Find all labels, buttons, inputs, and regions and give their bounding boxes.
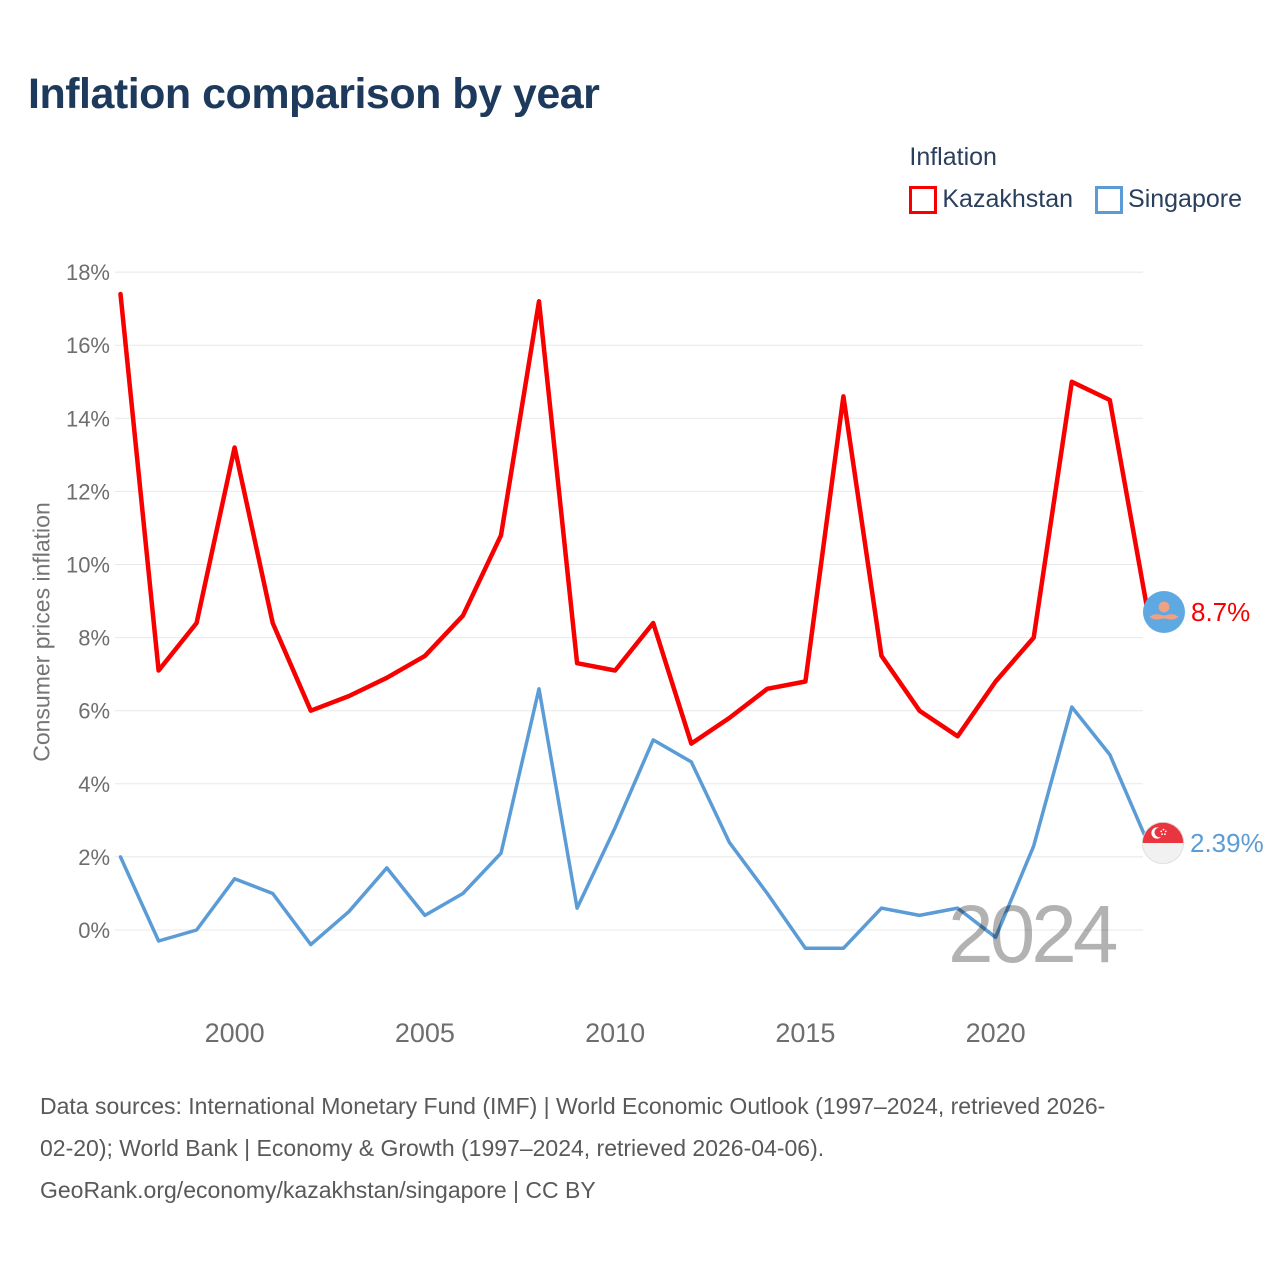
y-tick-label: 4% xyxy=(78,772,110,797)
legend-label-singapore: Singapore xyxy=(1128,185,1242,213)
legend: Inflation Kazakhstan Singapore xyxy=(909,143,1242,214)
legend-title: Inflation xyxy=(909,143,997,171)
legend-label-kazakhstan: Kazakhstan xyxy=(942,185,1074,213)
singapore-end-label: 2.39% xyxy=(1141,821,1264,865)
y-tick-label: 8% xyxy=(78,626,110,651)
y-tick-label: 14% xyxy=(66,406,110,431)
singapore-swatch-icon xyxy=(1095,185,1124,214)
kazakhstan-end-label: 8.7% xyxy=(1143,591,1250,633)
y-tick-label: 16% xyxy=(66,333,110,358)
x-tick-label: 2000 xyxy=(205,1018,265,1048)
x-tick-label: 2005 xyxy=(395,1018,455,1048)
y-tick-label: 6% xyxy=(78,699,110,724)
page-title: Inflation comparison by year xyxy=(28,70,600,118)
series-line-kazakhstan xyxy=(118,291,1151,746)
y-tick-label: 10% xyxy=(66,553,110,578)
y-tick-label: 18% xyxy=(66,260,110,285)
series-line-singapore xyxy=(118,687,1150,951)
footer-sources-line-2: 02-20); World Bank | Economy & Growth (1… xyxy=(40,1135,825,1161)
singapore-value-label: 2.39% xyxy=(1190,827,1264,858)
legend-items: Kazakhstan Singapore xyxy=(909,185,1242,214)
x-tick-label: 2015 xyxy=(775,1018,835,1048)
singapore-flag-icon xyxy=(1141,821,1185,865)
x-tick-label: 2020 xyxy=(966,1018,1026,1048)
kazakhstan-flag-icon xyxy=(1143,591,1185,633)
line-chart: 18% 16% 14% 12% 10% 8% 6% 4% 2% 0% 2000 2005 2010 201… xyxy=(66,260,1151,1048)
y-tick-label: 0% xyxy=(78,918,110,943)
footer-attribution: GeoRank.org/economy/kazakhstan/singapore… xyxy=(40,1177,596,1203)
y-tick-label: 2% xyxy=(78,845,110,870)
watermark-year: 2024 xyxy=(948,889,1118,980)
kazakhstan-swatch-icon xyxy=(909,185,938,214)
x-tick-label: 2010 xyxy=(585,1018,645,1048)
legend-item-singapore: Singapore xyxy=(1095,185,1242,214)
legend-item-kazakhstan: Kazakhstan xyxy=(909,185,1073,214)
footer: Data sources: International Monetary Fun… xyxy=(40,1085,1250,1211)
y-tick-label: 12% xyxy=(66,479,110,504)
kazakhstan-value-label: 8.7% xyxy=(1191,596,1251,627)
footer-sources-line-1: Data sources: International Monetary Fun… xyxy=(40,1093,1106,1119)
